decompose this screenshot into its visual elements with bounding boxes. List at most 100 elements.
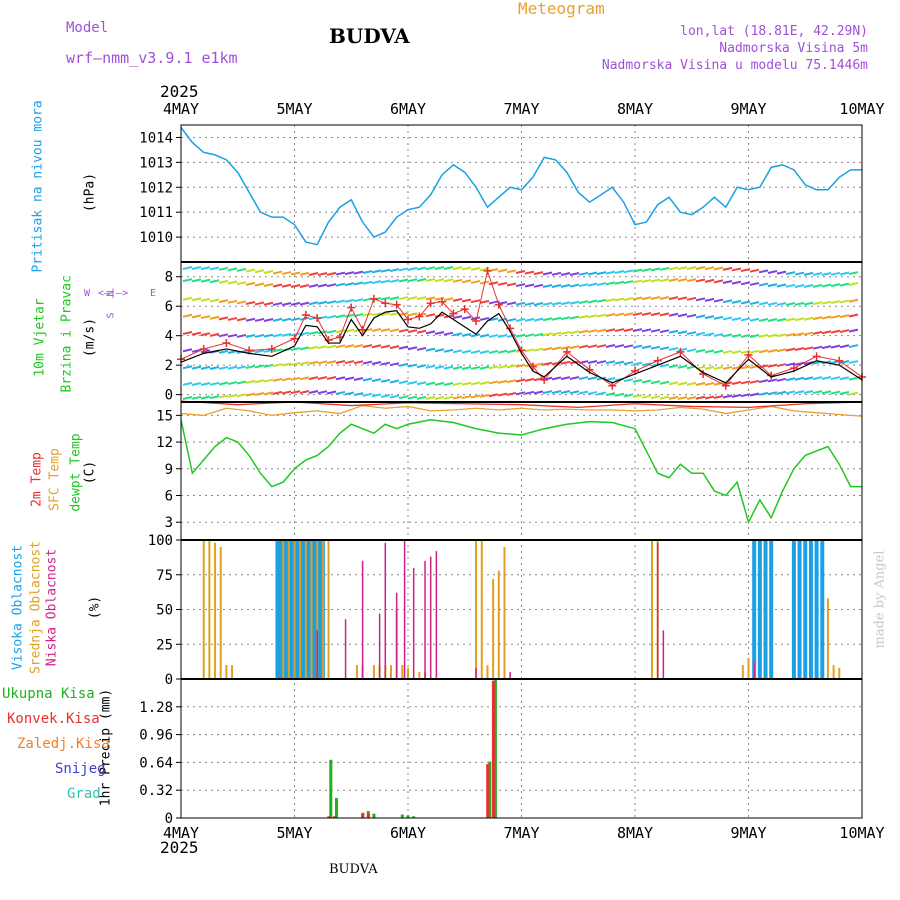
wind-arrow [749,268,760,273]
wind-arrow [407,395,418,400]
wind-arrow [416,381,427,386]
cloud-bar [757,540,762,679]
wind-arrow [839,282,850,287]
year-bottom: 2025 [160,838,199,857]
wind-arrow [839,376,850,381]
wind-arrow [641,312,652,316]
wind-arrow [812,272,823,276]
wind-arrow [659,380,670,385]
precip-bar [412,816,416,818]
wind-arrow [263,333,274,338]
cloud-bar [486,665,489,679]
wind-arrow [398,328,409,333]
precip-legend-snow: Snijeg [55,761,106,777]
cloud-bar [278,540,283,679]
precip-legend-frz: Zaledj.Kisa [17,736,110,752]
wind-arrow [803,346,814,351]
wind-arrow [452,381,463,386]
wind-arrow [830,283,841,288]
wind-arrow [533,362,544,367]
wind-arrow [443,395,454,400]
wind-arrow [758,282,769,287]
wind-arrow [326,344,337,349]
wind-arrow [272,363,283,368]
wind-arrow [767,333,778,338]
wind-arrow [254,349,265,354]
wind-arrow [731,299,742,304]
wind-arrow [389,379,400,384]
wind-arrow [488,393,499,398]
wind-arrow [767,270,778,275]
wind-arrow [398,278,409,283]
wind-arrow [641,278,652,283]
wind-arrow [479,381,490,385]
wind-arrow [290,271,301,276]
gust-marker [472,316,481,325]
wind-arrow [209,395,220,400]
wind-arrow [470,381,481,386]
wind-arrow [704,266,715,271]
wind-arrow [443,382,454,386]
wind-arrow [632,328,643,333]
wind-arrow [632,378,643,383]
wind-arrow [587,360,598,364]
wind-arrow [785,332,796,337]
wind-arrow [758,349,769,354]
wind-arrow [749,379,760,384]
y-tick-label: 9 [165,462,173,478]
wind-arrow [290,361,301,366]
wind-arrow [236,317,247,322]
y-tick-label: 1012 [139,180,173,196]
wind-arrow [848,298,859,303]
wind-arrow [560,390,571,395]
wind-arrow [776,377,787,382]
wind-arrow [677,364,688,369]
wind-arrow [308,283,319,288]
wind-arrow [830,329,841,334]
wind-arrow [650,345,661,350]
wind-arrow [227,381,238,386]
wind-arrow [803,301,814,306]
cloud-bar [826,598,829,679]
gust-marker [438,297,447,306]
y-tick-label: 0 [165,388,173,404]
wind-arrow [398,267,409,272]
wind-arrow [398,345,409,350]
wind-arrow [623,344,634,349]
wind-arrow [344,271,355,276]
wind-arrow [632,361,643,366]
wind-arrow [452,395,463,400]
wind-arrow [326,329,337,334]
wind-arrow [245,268,256,273]
wind-arrow [749,334,760,338]
wind-arrow [299,390,310,394]
wind-arrow [659,312,670,317]
wind-arrow [722,333,733,338]
wind-arrow [299,376,310,381]
y-tick-label: 25 [156,637,173,653]
wind-arrow [515,378,526,383]
cloud-bar [395,592,398,679]
wind-arrow [686,296,697,301]
gust-marker [290,334,299,343]
wind-arrow [218,365,229,370]
wind-arrow [596,328,607,333]
wind-arrow [533,271,544,276]
wind-arrow [200,266,211,271]
wind-arrow [803,284,814,288]
wind-arrow [317,300,328,305]
wind-arrow [650,380,661,385]
wind-arrow [587,271,598,276]
wind-arrow [308,331,319,335]
wind-arrow [623,361,634,366]
wind-arrow [452,349,463,354]
y-tick-label: 1.28 [139,700,173,716]
wind-arrow [425,364,436,369]
wind-arrow [362,360,373,365]
wind-arrow [623,393,634,398]
wind-arrow [182,313,193,318]
wind-arrow [686,395,697,400]
wind-arrow [353,344,364,348]
wind-arrow [551,271,562,276]
wind-arrow [272,283,283,288]
